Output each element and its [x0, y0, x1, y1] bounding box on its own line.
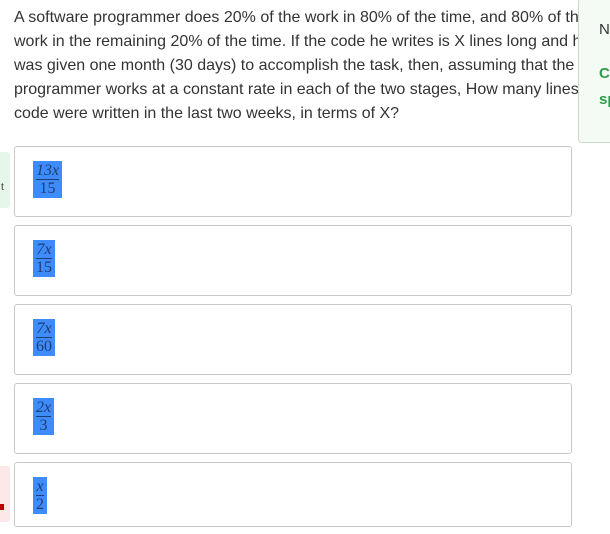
option[interactable]: 13x 15: [14, 146, 572, 217]
option[interactable]: 7x 15: [14, 225, 572, 296]
option[interactable]: 7x 60: [14, 304, 572, 375]
error-mark: [0, 504, 4, 510]
numerator: x: [36, 478, 44, 496]
option[interactable]: 2x 3: [14, 383, 572, 454]
question-text: A software programmer does 20% of the wo…: [14, 9, 597, 122]
fraction: 7x 15: [33, 240, 55, 277]
numerator: 13x: [36, 162, 60, 180]
denominator: 15: [39, 180, 56, 197]
fraction: 2x 3: [33, 398, 55, 435]
tab-text: t: [1, 182, 4, 193]
side-text: N: [599, 21, 610, 38]
denominator: 60: [36, 338, 52, 355]
side-panel: N C sp: [578, 0, 610, 143]
denominator: 3: [39, 417, 48, 434]
denominator: 15: [36, 259, 52, 276]
fraction: 13x 15: [33, 161, 63, 198]
numerator: 2x: [36, 399, 52, 417]
left-tab: t: [0, 152, 10, 208]
denominator: 2: [36, 496, 44, 513]
side-text: sp: [599, 91, 610, 108]
numerator: 7x: [36, 241, 52, 259]
left-tab-error: [0, 466, 10, 522]
numerator: 7x: [36, 320, 52, 338]
fraction: 7x 60: [33, 319, 55, 356]
side-text: C: [599, 65, 610, 82]
